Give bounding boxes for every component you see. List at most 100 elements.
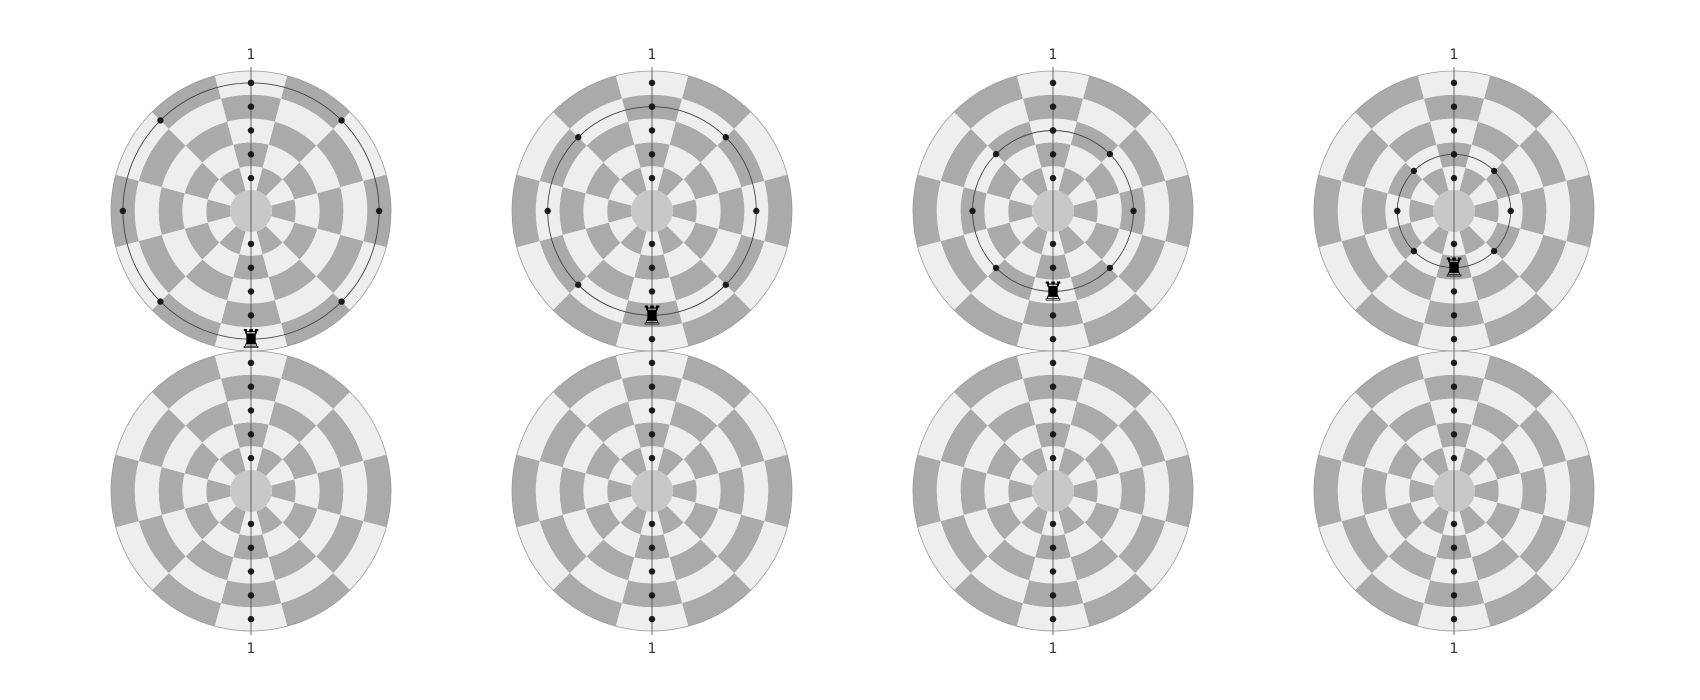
board-square <box>161 228 203 277</box>
move-dot <box>575 281 582 288</box>
board-square <box>669 121 718 163</box>
board-square <box>1477 556 1537 604</box>
move-dot <box>247 592 255 599</box>
board-square <box>202 522 240 558</box>
board-square <box>1118 408 1166 468</box>
board-square <box>682 573 751 627</box>
board-square <box>683 222 719 260</box>
board-square <box>161 425 203 474</box>
move-dot <box>648 103 656 110</box>
move-dot <box>648 592 656 599</box>
board-square <box>138 234 186 294</box>
board-square <box>152 573 221 627</box>
board-square <box>1337 180 1365 242</box>
board-square <box>586 121 635 163</box>
board-square <box>1405 424 1443 460</box>
board-square <box>583 473 609 509</box>
board-square <box>274 556 334 604</box>
board-square <box>317 187 344 235</box>
board-square <box>669 401 718 443</box>
board-square <box>1519 408 1567 468</box>
move-dot <box>722 134 729 141</box>
board-square <box>718 187 745 235</box>
board-square <box>607 199 632 223</box>
board-square <box>1118 514 1166 574</box>
move-dot <box>1450 312 1458 319</box>
board-square <box>1371 378 1431 426</box>
board-square <box>608 216 638 243</box>
move-dot <box>992 264 1000 272</box>
board-square <box>1355 573 1424 627</box>
move-dot <box>1450 544 1458 551</box>
board-square <box>1341 128 1389 188</box>
board-square <box>562 228 604 277</box>
board-square <box>559 187 586 235</box>
board-square <box>516 112 570 181</box>
board-square <box>940 128 988 188</box>
board-square <box>1165 174 1193 248</box>
board-square <box>1064 144 1102 180</box>
move-dot <box>648 359 656 367</box>
board-square <box>586 259 635 301</box>
board-square <box>1318 112 1372 181</box>
board-square <box>219 505 246 535</box>
board-square <box>1566 174 1594 248</box>
board-square <box>1021 447 1048 477</box>
board-square <box>1468 496 1498 523</box>
board-square <box>553 573 622 627</box>
board-square <box>1008 199 1033 223</box>
board-square <box>1405 522 1443 558</box>
board-square <box>282 162 318 200</box>
board-square <box>1076 556 1136 604</box>
board-square <box>158 467 185 515</box>
board-square <box>168 276 228 324</box>
circular-board <box>912 70 1194 352</box>
board-square <box>1385 473 1411 509</box>
board-square <box>940 234 988 294</box>
board-square <box>682 293 751 347</box>
board-square <box>569 556 629 604</box>
board-square <box>1084 502 1120 540</box>
board-square <box>539 128 587 188</box>
board-square <box>1536 521 1590 590</box>
board-square <box>262 242 300 278</box>
board-square <box>316 514 364 574</box>
board-square <box>603 522 641 558</box>
board-square <box>1388 259 1437 301</box>
board-square <box>672 479 697 503</box>
move-dot <box>247 454 255 462</box>
board-square <box>1076 98 1136 146</box>
board-square <box>185 121 234 163</box>
board-square <box>1422 167 1449 197</box>
board-square <box>970 276 1030 324</box>
board-square <box>152 355 221 409</box>
board-square <box>1064 522 1102 558</box>
board-square <box>256 505 283 535</box>
board-square <box>586 539 635 581</box>
board-square <box>1519 234 1567 294</box>
board-square <box>936 460 964 522</box>
board-square <box>294 473 320 509</box>
move-dot <box>648 544 656 551</box>
board-square <box>206 199 231 223</box>
board-square <box>1497 473 1523 509</box>
board-square <box>535 460 563 522</box>
board-square <box>1388 539 1437 581</box>
board-square <box>666 216 696 243</box>
board-square <box>1083 293 1152 347</box>
board-square <box>1543 460 1571 522</box>
board-square <box>299 508 341 557</box>
board-square <box>1536 392 1590 461</box>
board-square <box>274 98 334 146</box>
board-square <box>562 425 604 474</box>
board-square <box>1135 392 1189 461</box>
board-square <box>734 241 788 310</box>
board-square <box>620 447 647 477</box>
boards: ♜ <box>912 67 1194 635</box>
move-dot <box>1450 103 1458 110</box>
board-square <box>299 425 341 474</box>
board-square <box>1083 573 1152 627</box>
board-square <box>569 276 629 324</box>
board-square <box>1471 539 1520 581</box>
